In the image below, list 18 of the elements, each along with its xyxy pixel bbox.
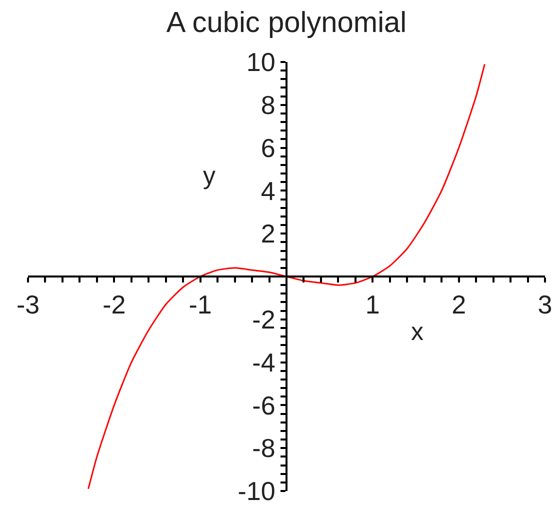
y-tick-label: -10 [238,476,276,506]
y-tick-label: 8 [260,90,276,120]
chart-title: A cubic polynomial [166,7,407,40]
y-tick-label: 4 [260,176,276,206]
y-axis-title: y [203,162,216,190]
x-tick-label: 3 [538,290,552,320]
y-tick-label: 6 [260,132,276,163]
x-tick-label: 2 [452,290,466,320]
y-tick-label: 10 [246,47,276,78]
x-tick-label: -1 [188,290,212,320]
y-tick-label: -8 [252,433,276,464]
x-tick-label: -3 [16,290,40,320]
x-axis-title: x [411,318,424,346]
y-tick-label: -6 [252,390,276,420]
y-tick-label: 2 [260,218,276,249]
y-tick-label: -4 [252,347,276,378]
x-tick-label: 1 [365,290,380,320]
x-tick-label: -2 [102,290,126,320]
